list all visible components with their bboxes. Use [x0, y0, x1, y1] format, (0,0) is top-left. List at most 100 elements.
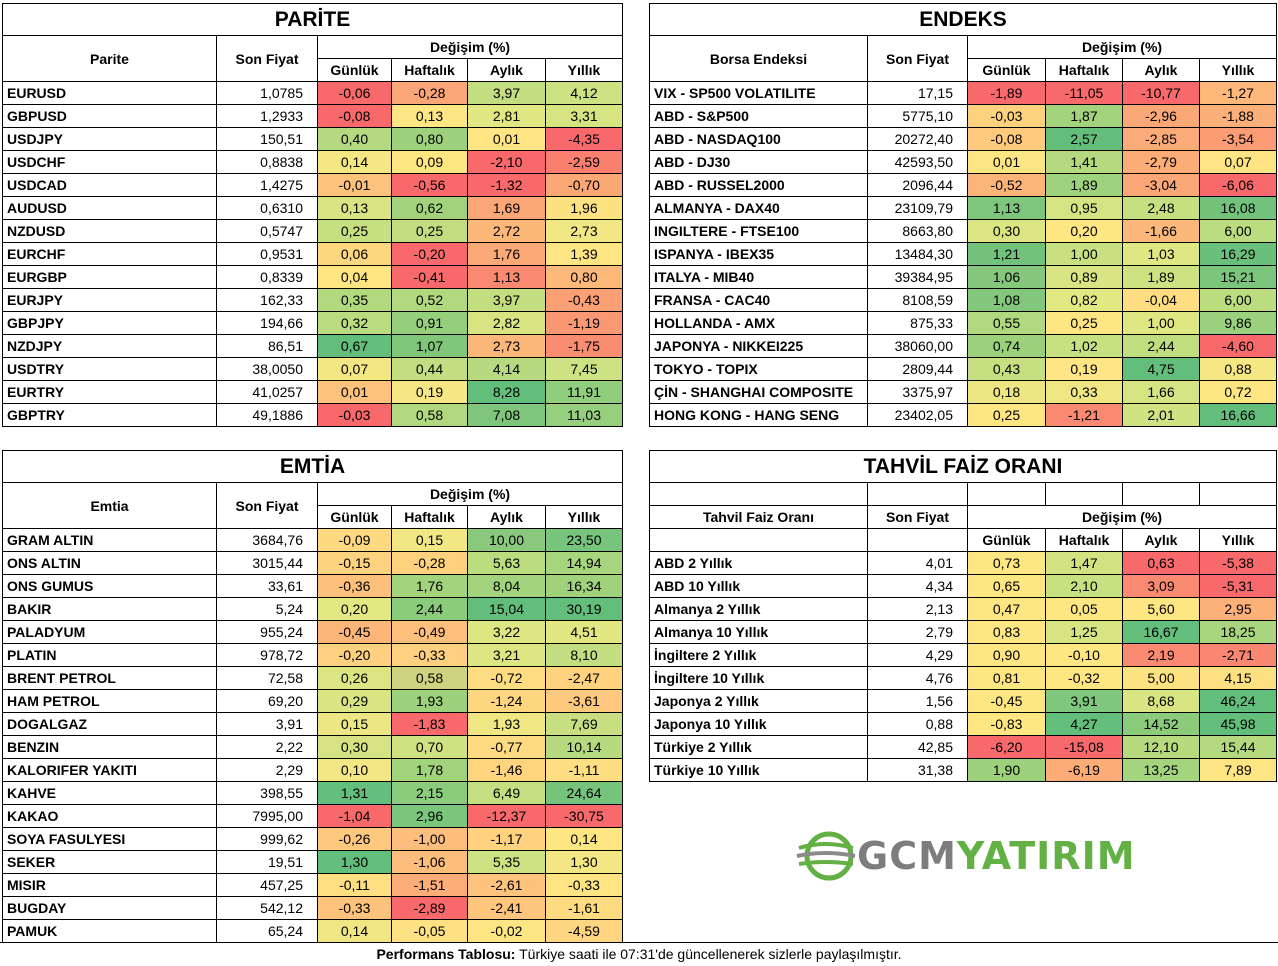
row-price: 17,15: [867, 81, 968, 105]
row-name: GBPTRY: [2, 403, 217, 427]
emtia-panel: EMTİA Emtia Son Fiyat Değişim (%) Günlük…: [2, 450, 623, 943]
table-row: EURUSD 1,0785 -0,06 -0,28 3,97 4,12: [2, 81, 623, 105]
row-name: Almanya 10 Yıllık: [649, 620, 868, 644]
row-price: 3015,44: [216, 551, 318, 575]
row-price: 999,62: [216, 827, 318, 851]
table-row: ABD 2 Yıllık 4,01 0,73 1,47 0,63 -5,38: [649, 551, 1277, 575]
row-price: 5,24: [216, 597, 318, 621]
row-weekly: 0,89: [1045, 265, 1123, 289]
row-price: 0,9531: [216, 242, 318, 266]
row-daily: -0,36: [317, 574, 392, 598]
row-name: ALMANYA - DAX40: [649, 196, 868, 220]
emtia-col-monthly: Aylık: [467, 505, 546, 529]
row-price: 955,24: [216, 620, 318, 644]
row-weekly: 2,15: [391, 781, 468, 805]
table-row: GBPJPY 194,66 0,32 0,91 2,82 -1,19: [2, 311, 623, 335]
row-daily: -0,52: [967, 173, 1046, 197]
row-yearly: 2,95: [1199, 597, 1277, 621]
row-daily: 0,25: [317, 219, 392, 243]
row-daily: -0,03: [967, 104, 1046, 128]
row-weekly: 2,10: [1045, 574, 1123, 598]
row-name: ABD - NASDAQ100: [649, 127, 868, 151]
row-daily: 1,30: [317, 850, 392, 874]
row-weekly: -6,19: [1045, 758, 1123, 782]
row-yearly: -6,06: [1199, 173, 1277, 197]
row-price: 978,72: [216, 643, 318, 667]
table-row: EURGBP 0,8339 0,04 -0,41 1,13 0,80: [2, 265, 623, 289]
row-price: 4,34: [867, 574, 968, 598]
row-price: 19,51: [216, 850, 318, 874]
row-daily: 0,26: [317, 666, 392, 690]
row-yearly: -5,31: [1199, 574, 1277, 598]
row-yearly: -30,75: [545, 804, 623, 828]
row-monthly: 12,10: [1122, 735, 1200, 759]
row-weekly: -1,51: [391, 873, 468, 897]
row-name: EURUSD: [2, 81, 217, 105]
row-monthly: 2,01: [1122, 403, 1200, 427]
row-daily: 1,06: [967, 265, 1046, 289]
row-price: 194,66: [216, 311, 318, 335]
row-daily: 0,65: [967, 574, 1046, 598]
row-yearly: 30,19: [545, 597, 623, 621]
row-monthly: 4,14: [467, 357, 546, 381]
row-price: 7995,00: [216, 804, 318, 828]
row-monthly: 7,08: [467, 403, 546, 427]
row-yearly: -0,70: [545, 173, 623, 197]
row-price: 69,20: [216, 689, 318, 713]
row-price: 8663,80: [867, 219, 968, 243]
row-daily: -0,08: [967, 127, 1046, 151]
row-weekly: 0,52: [391, 288, 468, 312]
row-daily: 1,31: [317, 781, 392, 805]
row-name: INGILTERE - FTSE100: [649, 219, 868, 243]
row-daily: 0,18: [967, 380, 1046, 404]
row-daily: 0,90: [967, 643, 1046, 667]
row-daily: 0,81: [967, 666, 1046, 690]
row-weekly: 0,58: [391, 403, 468, 427]
row-price: 1,56: [867, 689, 968, 713]
table-row: USDJPY 150,51 0,40 0,80 0,01 -4,35: [2, 127, 623, 151]
parite-title: PARİTE: [2, 3, 623, 36]
row-daily: 1,13: [967, 196, 1046, 220]
row-weekly: -0,28: [391, 551, 468, 575]
tahvil-rows: ABD 2 Yıllık 4,01 0,73 1,47 0,63 -5,38 ABD 10 …: [649, 551, 1277, 782]
row-weekly: -0,49: [391, 620, 468, 644]
row-daily: -0,08: [317, 104, 392, 128]
table-row: FRANSA - CAC40 8108,59 1,08 0,82 -0,04 6,00: [649, 288, 1277, 312]
row-yearly: 11,91: [545, 380, 623, 404]
row-monthly: 0,01: [467, 127, 546, 151]
table-row: HOLLANDA - AMX 875,33 0,55 0,25 1,00 9,86: [649, 311, 1277, 335]
table-row: BUGDAY 542,12 -0,33 -2,89 -2,41 -1,61: [2, 896, 623, 920]
row-yearly: -0,33: [545, 873, 623, 897]
row-monthly: 3,97: [467, 288, 546, 312]
row-weekly: 0,09: [391, 150, 468, 174]
table-row: KALORIFER YAKITI 2,29 0,10 1,78 -1,46 -1,11: [2, 758, 623, 782]
row-name: Türkiye 10 Yıllık: [649, 758, 868, 782]
row-monthly: 1,76: [467, 242, 546, 266]
row-daily: 0,47: [967, 597, 1046, 621]
row-weekly: -1,83: [391, 712, 468, 736]
logo-gcm: GCM: [857, 834, 957, 878]
table-row: BAKIR 5,24 0,20 2,44 15,04 30,19: [2, 597, 623, 621]
row-monthly: 8,28: [467, 380, 546, 404]
table-row: GRAM ALTIN 3684,76 -0,09 0,15 10,00 23,50: [2, 528, 623, 552]
row-yearly: -2,59: [545, 150, 623, 174]
row-weekly: 1,76: [391, 574, 468, 598]
row-price: 8108,59: [867, 288, 968, 312]
row-weekly: 0,91: [391, 311, 468, 335]
row-weekly: 2,44: [391, 597, 468, 621]
table-row: AUDUSD 0,6310 0,13 0,62 1,69 1,96: [2, 196, 623, 220]
row-yearly: 6,00: [1199, 219, 1277, 243]
row-yearly: -1,75: [545, 334, 623, 358]
row-name: GBPUSD: [2, 104, 217, 128]
row-name: ABD - DJ30: [649, 150, 868, 174]
row-name: ABD - S&P500: [649, 104, 868, 128]
row-yearly: -0,43: [545, 288, 623, 312]
row-yearly: 11,03: [545, 403, 623, 427]
row-monthly: -2,61: [467, 873, 546, 897]
emtia-col-daily: Günlük: [317, 505, 392, 529]
row-price: 2,29: [216, 758, 318, 782]
row-daily: -0,11: [317, 873, 392, 897]
tahvil-title: TAHVİL FAİZ ORANI: [649, 450, 1277, 483]
row-price: 0,8838: [216, 150, 318, 174]
row-monthly: -0,72: [467, 666, 546, 690]
